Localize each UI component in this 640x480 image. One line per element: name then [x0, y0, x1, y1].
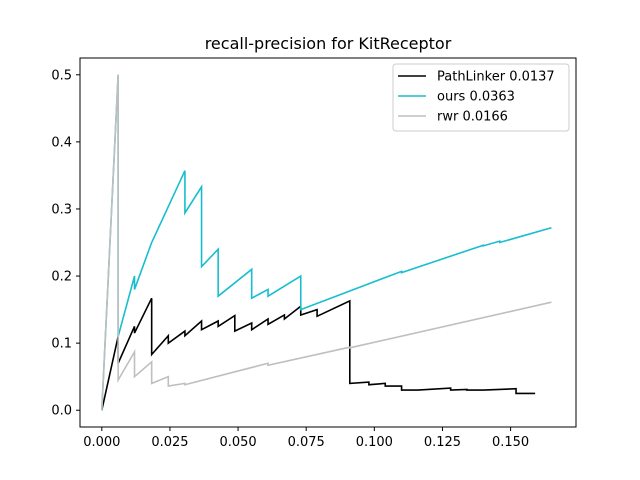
y-tick-label: 0.1: [51, 337, 72, 352]
y-tick-label: 0.3: [51, 202, 72, 217]
x-tick-label: 0.150: [492, 435, 529, 450]
plot-frame: [79, 57, 577, 428]
legend-label-1: ours 0.0363: [437, 90, 515, 105]
x-tick-label: 0.100: [356, 435, 393, 450]
x-axis: 0.000 0.025 0.050 0.075 0.100 0.125 0.150: [83, 427, 529, 450]
legend-box: [392, 63, 570, 132]
legend: PathLinker 0.0137 ours 0.0363 rwr 0.0166: [392, 63, 570, 132]
y-tick-label: 0.4: [51, 135, 72, 150]
plot-area: [101, 74, 552, 411]
legend-label-2: rwr 0.0166: [437, 110, 508, 125]
x-tick-label: 0.075: [288, 435, 325, 450]
series-line-0: [101, 297, 536, 411]
y-tick-label: 0.2: [51, 270, 72, 285]
x-tick-label: 0.000: [83, 435, 120, 450]
x-tick-label: 0.125: [424, 435, 461, 450]
x-tick-label: 0.025: [151, 435, 188, 450]
y-tick-label: 0.0: [51, 404, 72, 419]
legend-label-0: PathLinker 0.0137: [437, 70, 555, 85]
y-tick-label: 0.5: [51, 68, 72, 83]
x-tick-label: 0.050: [219, 435, 256, 450]
series-line-1: [101, 74, 552, 411]
chart-title: recall-precision for KitReceptor: [205, 34, 452, 53]
series-line-2: [101, 74, 552, 411]
y-axis: 0.0 0.1 0.2 0.3 0.4 0.5: [51, 68, 80, 419]
